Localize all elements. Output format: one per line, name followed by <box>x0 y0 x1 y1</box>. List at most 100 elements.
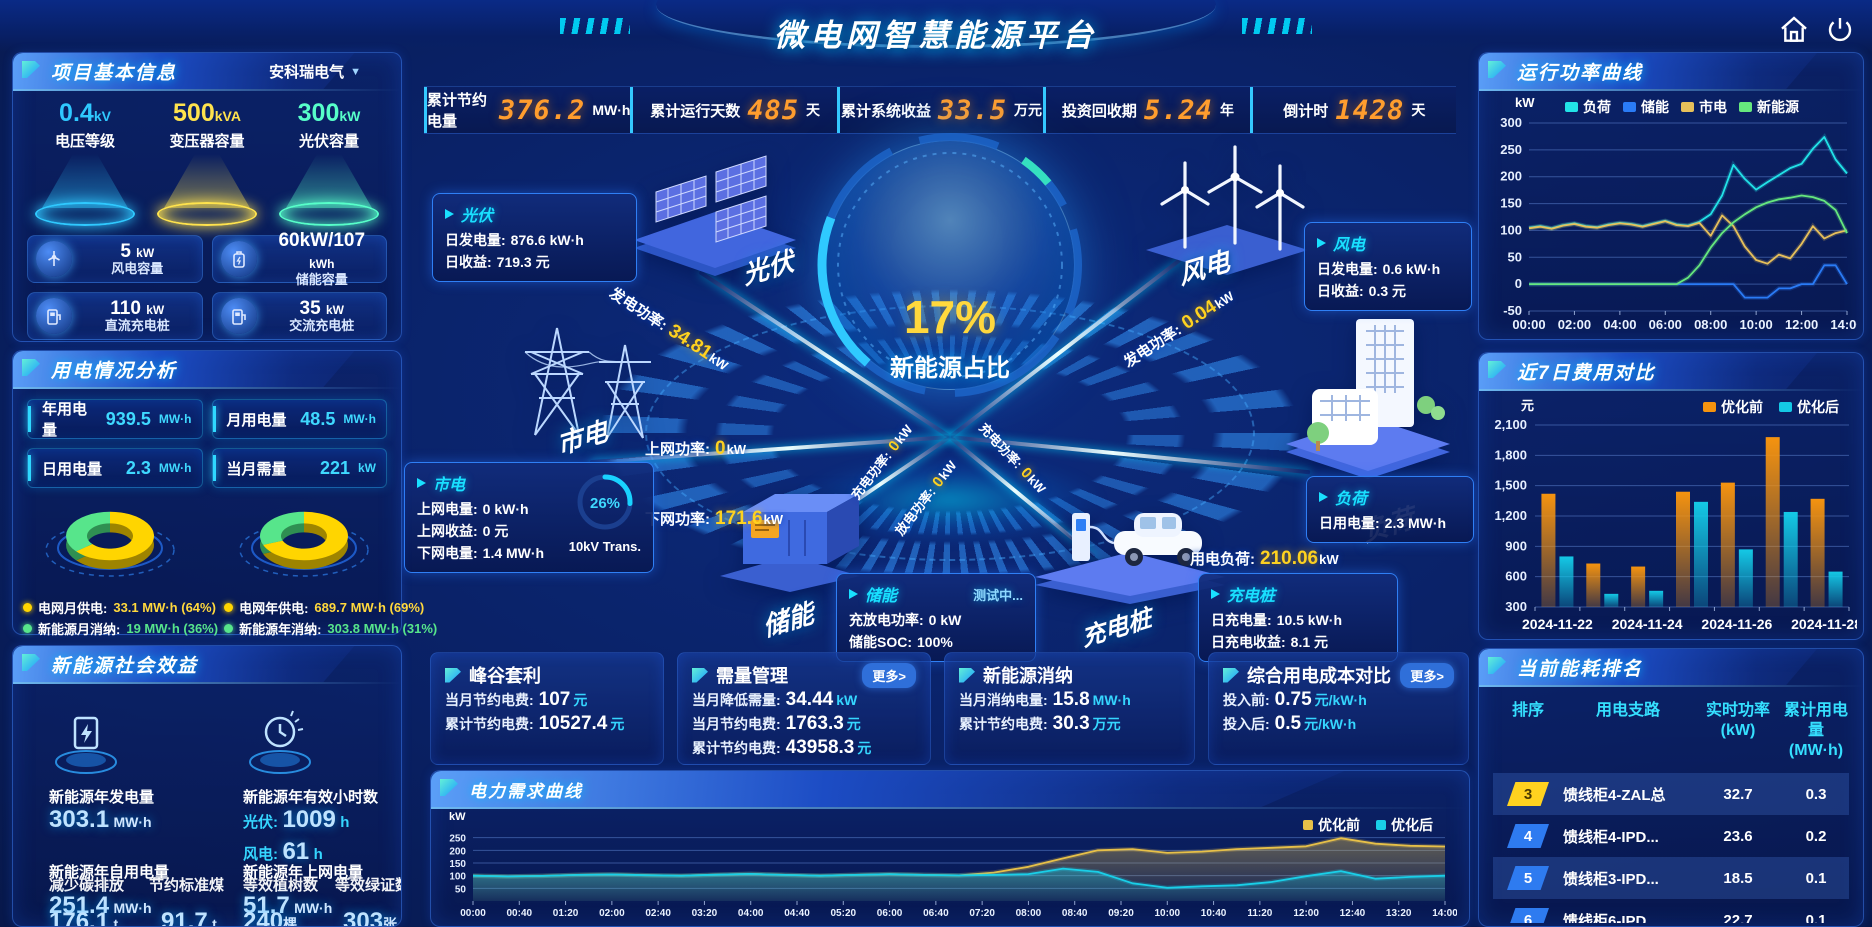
trees-label: 等效植树数 <box>243 877 319 894</box>
more-button[interactable]: 更多> <box>862 662 916 688</box>
svg-text:11:20: 11:20 <box>1247 908 1272 919</box>
svg-text:04:00: 04:00 <box>738 908 764 919</box>
spotlight-item: 500kVA 变压器容量 <box>151 99 263 226</box>
usage-stat-label: 月用电量 <box>226 411 287 429</box>
table-row[interactable]: 4 馈线柜4-IPD... 23.6 0.2 <box>1493 815 1849 857</box>
generation-plinth-icon <box>49 704 123 783</box>
svg-text:2024-11-28: 2024-11-28 <box>1791 616 1857 632</box>
legend-item: 电网月供电: 33.1 MW·h (64%) <box>23 598 218 617</box>
more-button[interactable]: 更多> <box>1400 662 1454 688</box>
svg-text:07:20: 07:20 <box>969 908 995 919</box>
page-title: 微电网智慧能源平台 <box>774 18 1098 53</box>
rank-cell: 3 <box>1493 782 1563 806</box>
column-header: 排序 <box>1511 702 1544 719</box>
svg-text:02:40: 02:40 <box>645 908 671 919</box>
battery-icon <box>220 241 257 277</box>
legend-item[interactable]: 优化前 <box>1303 815 1360 835</box>
legend-label: 电网年供电: <box>239 601 309 616</box>
svg-text:03:20: 03:20 <box>692 908 718 919</box>
center-sphere <box>825 140 1075 390</box>
power-curve-header: 运行功率曲线 <box>1479 53 1863 91</box>
row-value: 107 <box>538 689 571 710</box>
info-row: 日充电量: 10.5 kW·h <box>1211 612 1343 628</box>
info-row: 日收益: 0.3 元 <box>1317 283 1407 299</box>
row-label: 当月降低需量: <box>692 692 781 708</box>
rank-badge: 5 <box>1507 866 1549 890</box>
transformer-load-gauge: 26% 10kV Trans. <box>569 471 641 564</box>
legend-item[interactable]: 负荷 <box>1565 97 1611 117</box>
capacity-value: 110 kW <box>110 297 165 319</box>
table-row[interactable]: 5 馈线柜3-IPD... 18.5 0.1 <box>1493 857 1849 899</box>
legend-item[interactable]: 市电 <box>1681 97 1727 117</box>
svg-text:00:00: 00:00 <box>1512 317 1545 332</box>
pv-info-box: 光伏 日发电量: 876.6 kW·h 日收益: 719.3 元 <box>432 193 637 282</box>
project-info-title: 项目基本信息 <box>51 62 178 84</box>
usage-stat: 年用电量 939.5 MW·h <box>27 399 203 439</box>
legend-item[interactable]: 新能源 <box>1739 97 1799 117</box>
grid-info-box: 市电 上网电量: 0 kW·h 上网收益: 0 元 下网电量: 1.4 MW·h 26… <box>404 462 654 573</box>
legend-item: 新能源年消纳: 303.8 MW·h (31%) <box>224 619 437 638</box>
row-value: 30.3 <box>1052 713 1090 734</box>
legend-value: 19 MW·h (36%) <box>126 621 219 636</box>
demand-curve-panel: 电力需求曲线 kW 优化前 优化后 50 100 150 200 250 00:00 00:4… <box>430 770 1470 927</box>
svg-text:10:40: 10:40 <box>1201 908 1227 919</box>
capacity-label: 储能容量 <box>295 272 348 288</box>
column-header: 累计用电量 (MW·h) <box>1783 702 1848 759</box>
panel-corner-icon <box>22 61 40 78</box>
gauge-label: 10kV Trans. <box>568 539 641 554</box>
legend-dot <box>23 603 32 612</box>
legend-item[interactable]: 优化后 <box>1779 397 1839 417</box>
usage-analysis-title: 用电情况分析 <box>51 360 178 382</box>
table-row[interactable]: 3 馈线柜4-ZAL总 32.7 0.3 <box>1493 773 1849 815</box>
svg-text:01:20: 01:20 <box>553 908 579 919</box>
legend-swatch <box>1703 402 1716 412</box>
legend-label: 优化后 <box>1797 399 1839 415</box>
capacity-card-text: 35 kW 交流充电桩 <box>266 298 379 335</box>
usage-stat: 日用电量 2.3 MW·h <box>27 448 203 488</box>
svg-text:300: 300 <box>1505 599 1527 614</box>
branch-cell: 馈线柜4-ZAL总 <box>1563 786 1666 804</box>
legend-item[interactable]: 优化后 <box>1376 815 1433 835</box>
power-curve-panel: 运行功率曲线 kW 负荷 储能 市电 新能源 -50 0 50 100 150 200 250 30… <box>1478 52 1864 340</box>
usage-stat: 当月需量 221 kW <box>211 448 387 488</box>
ev-charger-illustration <box>1030 475 1230 610</box>
svg-text:0: 0 <box>1515 276 1522 291</box>
legend-value: 303.8 MW·h (31%) <box>327 621 438 636</box>
self-use-value: 251.4 MW·h <box>49 892 152 919</box>
legend-swatch <box>1303 820 1313 830</box>
kpi-bar: 累计节约电量 376.2 MW·h 累计运行天数 485 天累计系统收益 33.5 万元 投资回… <box>424 86 1456 134</box>
power-icon[interactable] <box>1824 14 1856 46</box>
svg-text:150: 150 <box>1500 196 1522 211</box>
row-label: 当月消纳电量: <box>959 692 1048 708</box>
cert-value: 303张 <box>343 908 398 927</box>
usage-stat-label: 当月需量 <box>226 460 287 478</box>
svg-text:08:00: 08:00 <box>1016 908 1042 919</box>
gen-value: 303.1 MW·h <box>49 806 152 833</box>
legend-label: 新能源年消纳: <box>239 622 322 637</box>
table-row[interactable]: 6 馈线柜6-IPD 22.7 0.1 <box>1493 899 1849 923</box>
legend-item[interactable]: 优化前 <box>1703 397 1763 417</box>
benefit-card-header: 需量管理 更多> <box>692 662 916 688</box>
kpi-item: 累计系统收益 33.5 万元 <box>836 87 1043 133</box>
capacity-card-text: 110 kW 直流充电桩 <box>81 298 194 335</box>
arrow-icon <box>1317 238 1326 248</box>
row-value: 0.5 <box>1274 713 1302 734</box>
usage-analysis-header: 用电情况分析 <box>13 351 401 389</box>
capacity-card: 110 kW 直流充电桩 <box>27 292 203 340</box>
legend-item[interactable]: 储能 <box>1623 97 1669 117</box>
usage-stat-unit: MW·h <box>158 461 192 475</box>
spotlight-value: 500kVA <box>173 99 241 127</box>
svg-text:250: 250 <box>449 834 466 845</box>
card-corner-icon <box>692 667 708 683</box>
usage-stat-value: 48.5 <box>300 408 336 429</box>
info-row: 上网收益: 0 元 <box>417 523 509 539</box>
spotlight-cone <box>164 154 250 208</box>
benefit-card-row: 当月降低需量: 34.44 kW <box>692 688 916 712</box>
power-curve-chart: -50 0 50 100 150 200 250 300 00:00 02:00 04:00 06:0… <box>1500 115 1857 332</box>
spotlight-base <box>279 202 379 226</box>
spotlight-cone <box>42 154 128 208</box>
company-select[interactable]: 安科瑞电气 ▼ <box>269 61 361 82</box>
kpi-item: 投资回收期 5.24 年 <box>1043 87 1249 133</box>
row-unit: 元/kW·h <box>1304 716 1357 732</box>
home-icon[interactable] <box>1778 14 1810 46</box>
